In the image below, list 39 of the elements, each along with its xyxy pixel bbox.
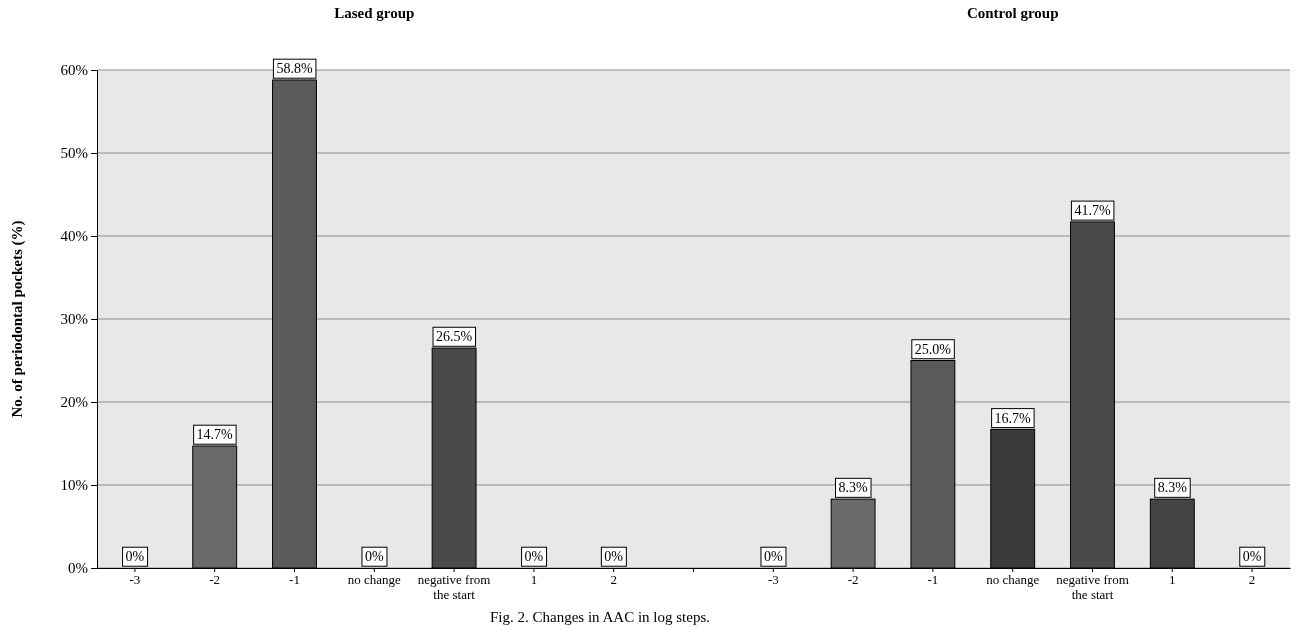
x-tick-label: -2: [209, 572, 221, 588]
data-label: 0%: [364, 549, 384, 565]
x-tick-label: 2: [610, 572, 617, 588]
y-tick-label: 30%: [60, 311, 88, 328]
x-tick-label: -3: [767, 572, 779, 588]
x-tick-label: -1: [927, 572, 939, 588]
x-tick-label: negative from the start: [1056, 572, 1129, 603]
data-label: 58.8%: [276, 61, 313, 77]
y-tick-label: 0%: [68, 560, 88, 577]
data-label: 16.7%: [994, 410, 1032, 426]
data-label: 14.7%: [196, 427, 234, 443]
data-label: 0%: [125, 549, 145, 565]
text: Lased group: [334, 5, 415, 21]
x-tick-label: no change: [986, 572, 1040, 588]
y-tick-label: 60%: [60, 62, 88, 79]
data-label: 0%: [604, 549, 624, 565]
x-tick-label: -1: [289, 572, 300, 588]
caption: Fig. 2. Changes in AAC in log steps.: [489, 609, 711, 625]
x-tick-label: 1: [1169, 572, 1176, 588]
data-label: 8.3%: [838, 480, 869, 496]
data-label: 25.0%: [914, 341, 952, 357]
x-tick-label: no change: [347, 572, 402, 588]
y-axis-title: No. of periodontal pockets (%): [9, 220, 26, 418]
data-label: 41.7%: [1074, 203, 1111, 219]
data-label: 0%: [1242, 549, 1262, 565]
x-tick-label: 1: [530, 572, 538, 588]
x-tick-label: negative from the start: [417, 572, 491, 603]
x-tick-label: 2: [1248, 572, 1256, 588]
data-label: 26.5%: [436, 329, 473, 345]
y-tick-label: 20%: [60, 394, 88, 411]
data-label: 0%: [524, 549, 544, 565]
y-tick-label: 40%: [60, 228, 88, 245]
data-label: 8.3%: [1157, 480, 1188, 496]
y-tick-label: 50%: [60, 145, 88, 162]
x-tick-label: -2: [847, 572, 859, 588]
y-tick-label: 10%: [60, 477, 88, 494]
text: Control group: [966, 5, 1059, 21]
data-label: 0%: [763, 549, 783, 565]
x-tick-label: -3: [129, 572, 141, 588]
